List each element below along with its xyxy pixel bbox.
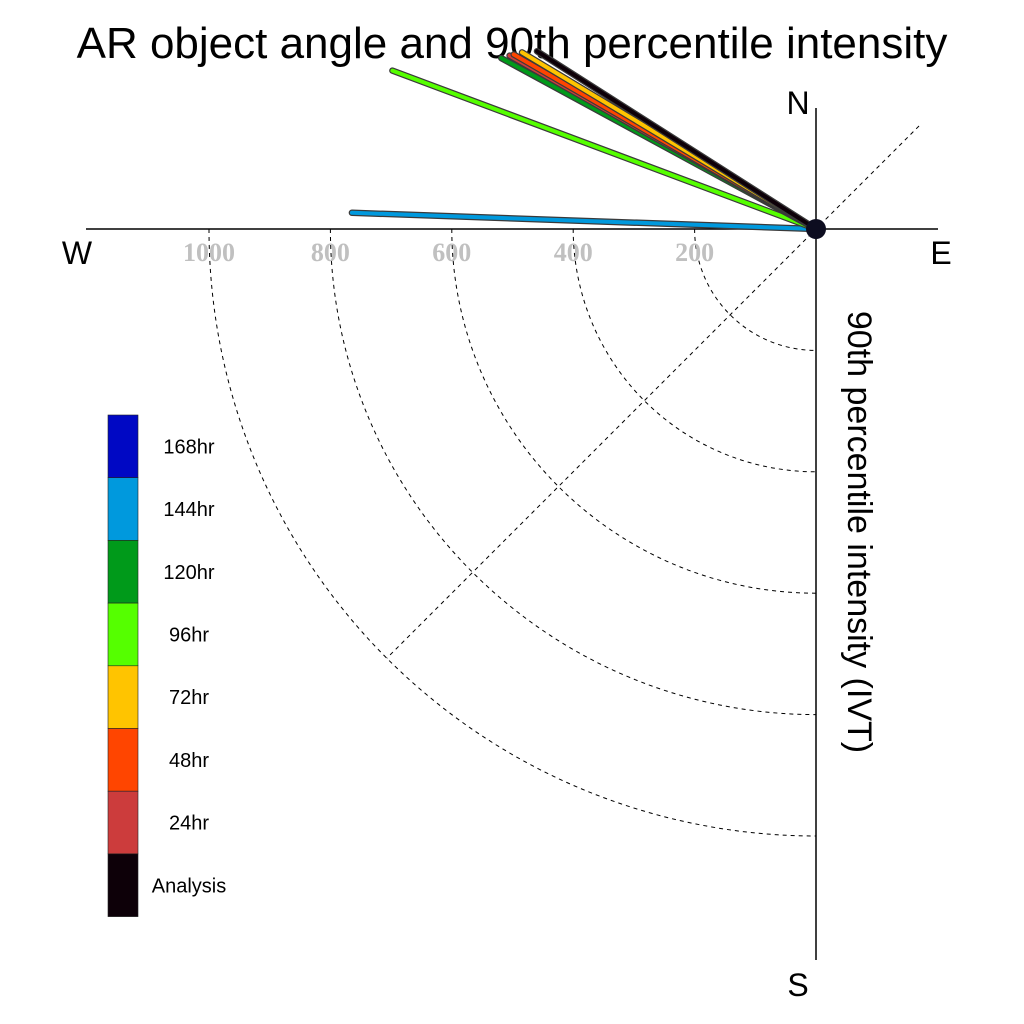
compass-south-label: S [787, 967, 808, 1003]
color-legend: 168hr 144hr 120hr 96hr 72hr 48hr 24hr Analysis [107, 414, 226, 917]
tick-label-800: 800 [311, 238, 350, 267]
radial-tick-labels: 200 400 600 800 1000 [183, 238, 714, 267]
polar-grid [208, 125, 920, 837]
legend-label-96hr: 96hr [169, 624, 209, 646]
compass-west-label: W [62, 235, 93, 271]
legend-swatch-144hr [107, 477, 139, 541]
legend-swatch-120hr [107, 540, 139, 604]
tick-label-600: 600 [432, 238, 471, 267]
grid-arc-800 [329, 228, 817, 716]
legend-label-24hr: 24hr [169, 813, 209, 835]
tick-label-400: 400 [554, 238, 593, 267]
grid-arc-1000 [208, 228, 817, 837]
legend-swatch-24hr [107, 790, 139, 855]
legend-swatch-analysis [107, 853, 139, 917]
legend-swatch-96hr [107, 602, 139, 667]
legend-label-72hr: 72hr [169, 687, 209, 709]
legend-swatch-72hr [107, 665, 139, 729]
segment-96hr-0 [390, 68, 818, 231]
legend-swatch-168hr [107, 414, 139, 479]
tick-label-1000: 1000 [183, 238, 235, 267]
radial-axis-label: 90th percentile intensity (IVT) [840, 311, 878, 753]
compass-north-label: N [786, 85, 809, 121]
compass-east-label: E [930, 235, 951, 271]
legend-label-48hr: 48hr [169, 750, 209, 772]
tick-label-200: 200 [675, 238, 714, 267]
segment-144hr-0 [349, 210, 818, 231]
grid-diagonal [386, 125, 920, 659]
legend-label-120hr: 120hr [163, 562, 214, 584]
legend-label-168hr: 168hr [163, 436, 214, 458]
legend-swatch-48hr [107, 728, 139, 792]
angle-segments [348, 48, 826, 239]
legend-label-analysis: Analysis [152, 875, 226, 897]
center-marker [806, 219, 826, 239]
segment-analysis-0 [534, 49, 818, 231]
grid-arc-200 [694, 228, 817, 351]
legend-label-144hr: 144hr [163, 499, 214, 521]
